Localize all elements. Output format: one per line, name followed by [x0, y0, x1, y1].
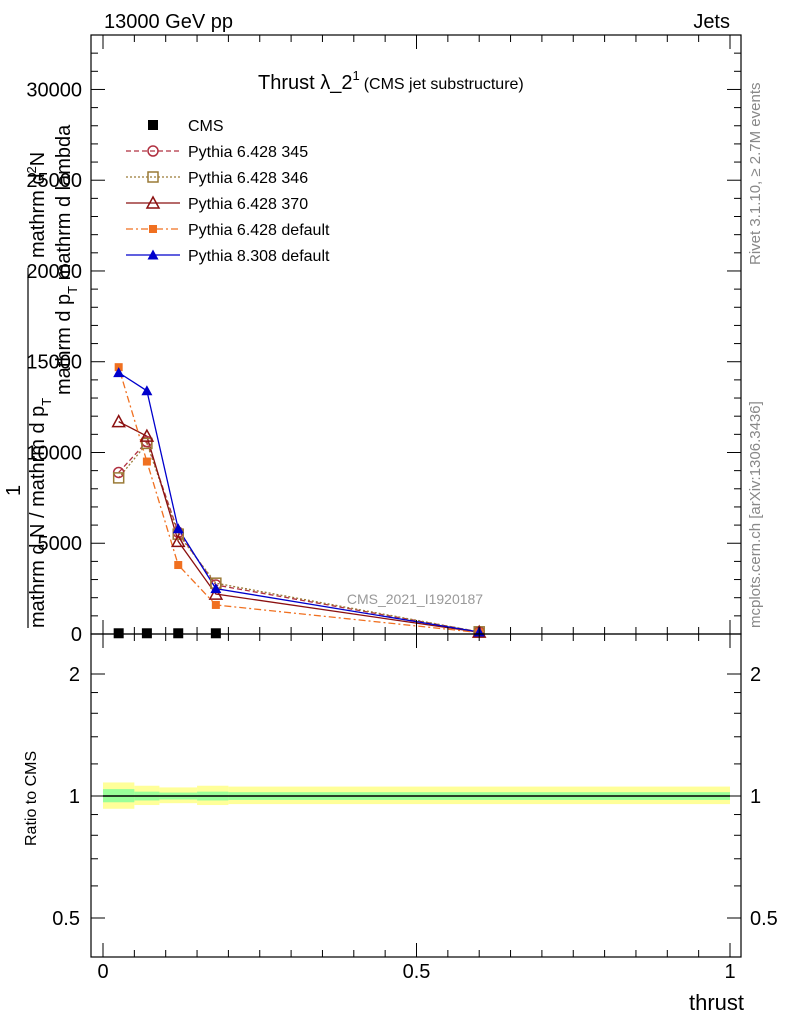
plot-title-main: Thrust λ_2 — [258, 72, 352, 94]
plot-title-subtitle: (CMS jet substructure) — [364, 76, 524, 93]
main-y-tick-label: 25000 — [26, 170, 82, 192]
legend-marker-pythia-8-308-default — [147, 249, 159, 260]
main-y-tick-label: 30000 — [26, 79, 82, 101]
legend-marker-pythia-6-428-default — [149, 225, 157, 233]
main-axes: 0 5000 10000 15000 20000 25000 30000 — [26, 34, 742, 646]
data-point-pythia-8-308-default — [113, 367, 125, 378]
header-left: 13000 GeV pp — [104, 11, 233, 33]
legend-label-cms: CMS — [188, 118, 224, 135]
data-point-cms — [173, 628, 184, 639]
legend-label-pythia-6-428-346: Pythia 6.428 346 — [188, 170, 308, 187]
ratio-y-tick-label: 2 — [69, 664, 80, 686]
x-tick-label: 1 — [724, 961, 735, 983]
legend-marker-pythia-6-428-345 — [147, 145, 159, 157]
x-tick-label: 0.5 — [403, 961, 431, 983]
main-y-tick-label: 0 — [71, 624, 82, 646]
data-point-cms — [113, 628, 124, 639]
data-point-pythia-8-308-default — [141, 385, 153, 396]
mcplots-label: mcplots.cern.ch [arXiv:1306.3436] — [747, 401, 764, 628]
plot-title-superscript: 1 — [352, 68, 359, 83]
legend-label-pythia-8-308-default: Pythia 8.308 default — [188, 248, 330, 265]
data-point-cms — [210, 628, 221, 639]
data-point-pythia-6-428-370 — [139, 428, 155, 442]
main-y-tick-label: 20000 — [26, 261, 82, 283]
data-point-pythia-6-428-default — [174, 561, 183, 570]
main-y-axis-label: mathrm d2N mathrm d pT mathrm d lambda 1… — [3, 124, 80, 628]
ratio-uncertainty-bands — [103, 782, 730, 809]
x-axis-label: thrust — [689, 990, 744, 1015]
data-point-pythia-8-308-default — [172, 523, 184, 534]
data-point-pythia-6-428-370 — [208, 586, 224, 600]
y-label-denominator: mathrm d N / mathrm d pT — [27, 398, 54, 628]
ratio-axes: 0.5 0.5 1 1 2 2 0 0.5 1 — [52, 633, 778, 983]
data-point-pythia-6-428-370 — [170, 533, 186, 548]
legend: CMS Pythia 6.428 345 Pythia 6.428 346 Pythi… — [126, 118, 330, 265]
data-point-pythia-8-308-default — [210, 583, 222, 594]
legend-marker-pythia-6-428-346 — [147, 171, 159, 183]
main-y-tick-label: 5000 — [38, 533, 83, 555]
legend-marker-cms — [148, 120, 158, 130]
legend-label-pythia-6-428-370: Pythia 6.428 370 — [188, 196, 308, 213]
data-point-pythia-6-428-346 — [141, 437, 153, 450]
main-y-tick-label: 10000 — [26, 442, 82, 464]
ratio-y-tick-label-right: 1 — [750, 786, 761, 808]
data-point-pythia-6-428-default — [142, 457, 151, 466]
ratio-y-tick-label-right: 0.5 — [750, 908, 778, 930]
main-y-tick-label: 15000 — [26, 352, 82, 374]
header-right: Jets — [693, 11, 730, 33]
y-label-numerator: mathrm d2N — [24, 152, 49, 258]
legend-label-pythia-6-428-default: Pythia 6.428 default — [188, 222, 330, 239]
data-point-pythia-6-428-370 — [111, 414, 126, 428]
y-label-numerator-line2: mathrm d pT mathrm d lambda — [53, 124, 80, 395]
legend-label-pythia-6-428-345: Pythia 6.428 345 — [188, 144, 308, 161]
data-point-pythia-6-428-default — [211, 600, 220, 609]
y-label-one: 1 — [3, 485, 25, 496]
rivet-version-label: Rivet 3.1.10, ≥ 2.7M events — [747, 83, 764, 266]
plot-title: Thrust λ_21 (CMS jet substructure) — [258, 68, 524, 94]
x-tick-label: 0 — [97, 961, 108, 983]
data-point-pythia-6-428-346 — [112, 472, 125, 484]
data-point-cms — [141, 628, 152, 639]
ratio-y-tick-label-right: 2 — [750, 664, 761, 686]
legend-marker-pythia-6-428-370 — [145, 195, 161, 209]
ratio-y-tick-label: 1 — [69, 786, 80, 808]
analysis-watermark: CMS_2021_I1920187 — [347, 591, 483, 607]
ratio-y-label: Ratio to CMS — [23, 751, 40, 846]
ratio-y-tick-label: 0.5 — [52, 908, 80, 930]
